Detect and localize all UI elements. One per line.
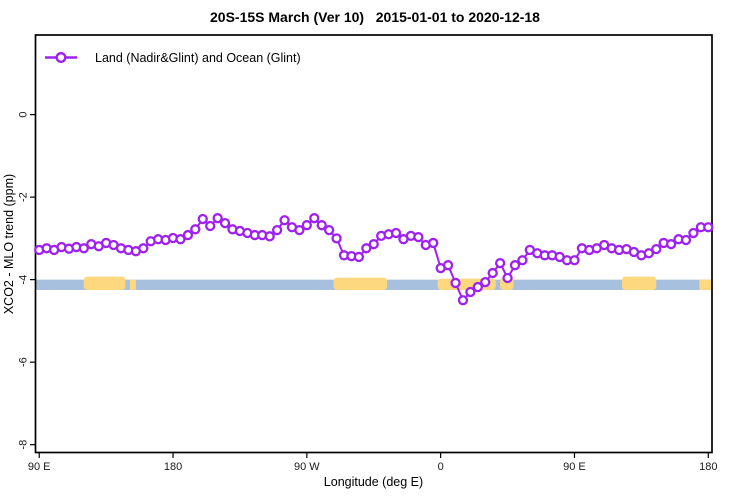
data-point — [294, 224, 305, 236]
data-point — [569, 255, 580, 266]
data-point — [665, 239, 677, 250]
data-point — [138, 243, 149, 254]
data-point — [502, 272, 513, 284]
x-tick-label: 90 E — [28, 461, 51, 473]
y-tick-label: -6 — [18, 357, 30, 367]
legend: Land (Nadir&Glint) and Ocean (Glint) — [44, 50, 301, 65]
legend-line-marker-icon — [45, 51, 77, 64]
data-point — [651, 243, 662, 255]
data-point — [428, 237, 439, 249]
data-point — [271, 224, 283, 236]
land-patch — [83, 276, 126, 290]
y-tick-label: 0 — [18, 112, 30, 118]
data-point — [78, 243, 89, 254]
data-point — [212, 213, 223, 224]
x-tick-label: 90 W — [294, 461, 320, 473]
legend-label: Land (Nadir&Glint) and Ocean (Glint) — [95, 50, 301, 65]
x-tick-label: 90 E — [563, 461, 586, 473]
y-axis-title: XCO2 - MLO trend (ppm) — [2, 173, 16, 315]
data-point — [703, 222, 714, 233]
y-tick-label: -8 — [18, 440, 30, 450]
land-patch — [622, 276, 657, 290]
data-point — [331, 233, 342, 244]
plot-border — [34, 34, 713, 454]
data-point — [361, 243, 372, 254]
data-point — [309, 213, 320, 224]
data-point — [413, 231, 424, 243]
x-tick-label: 0 — [438, 461, 444, 473]
data-point — [643, 248, 654, 259]
data-point — [487, 267, 498, 279]
data-point — [353, 251, 365, 263]
data-point — [219, 217, 231, 229]
data-point — [279, 215, 290, 226]
data-point — [442, 260, 454, 271]
data-point — [457, 295, 469, 306]
data-point — [182, 229, 194, 241]
data-point — [450, 277, 461, 289]
data-point — [197, 213, 208, 225]
data-point — [680, 234, 692, 246]
data-point — [517, 255, 528, 266]
x-axis-title: Longitude (deg E) — [323, 475, 424, 489]
x-tick-label: 180 — [164, 461, 182, 473]
data-point — [316, 220, 327, 231]
data-point — [190, 224, 201, 235]
land-patch — [129, 279, 136, 290]
x-tick-label: 180 — [699, 461, 717, 473]
y-tick-label: -2 — [18, 192, 30, 202]
data-point — [264, 231, 275, 242]
data-point — [368, 239, 379, 250]
land-patch — [333, 277, 388, 290]
data-point — [175, 234, 186, 245]
data-point — [472, 281, 483, 293]
data-point — [465, 286, 476, 298]
y-tick-label: -4 — [18, 275, 30, 285]
land-patch — [699, 279, 712, 290]
data-point — [323, 224, 335, 236]
data-point — [494, 257, 506, 269]
data-point — [205, 220, 216, 232]
data-point — [390, 227, 402, 239]
chart-title: 20S-15S March (Ver 10) 2015-01-01 to 202… — [210, 9, 540, 25]
data-point — [688, 227, 699, 239]
data-point — [301, 220, 312, 231]
data-point — [480, 276, 491, 288]
data-point — [509, 260, 521, 271]
